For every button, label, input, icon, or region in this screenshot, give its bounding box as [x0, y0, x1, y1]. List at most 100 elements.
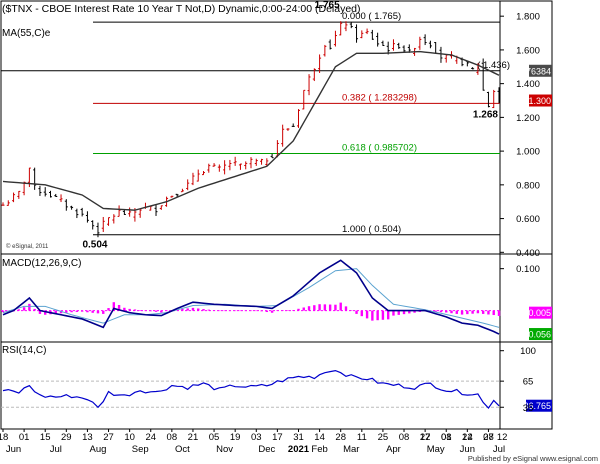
price-bar: [180, 188, 184, 193]
price-bar: [497, 87, 501, 104]
fib-level-label: 0.000 ( 1.765): [342, 11, 401, 22]
macd-hist-bar: [1, 310, 5, 313]
macd-hist-bar: [38, 310, 42, 314]
rsi-value-badge: 36.765: [523, 401, 551, 411]
ma-indicator-label: MA(55,C)e: [2, 28, 51, 39]
x-tick-label: 10: [124, 432, 135, 443]
macd-hist-bar: [186, 308, 189, 311]
price-bars: [1, 21, 501, 238]
price-bar: [75, 208, 79, 219]
price-bar: [423, 34, 427, 46]
macd-hist-bar: [392, 310, 395, 316]
macd-hist-bar: [386, 310, 390, 320]
price-bar: [370, 29, 374, 40]
macd-line: [2, 259, 500, 335]
macd-hist-bar: [218, 310, 221, 312]
x-tick-label: 08: [399, 432, 410, 443]
price-bar: [244, 161, 248, 170]
x-tick-label: 17: [272, 432, 283, 443]
price-bar: [54, 193, 58, 197]
macd-hist-bar: [75, 310, 79, 312]
macd-hist-bar: [28, 303, 31, 311]
macd-hist-bar: [33, 308, 36, 311]
macd-hist-bar: [276, 310, 279, 311]
x-month-label: Feb: [311, 444, 327, 455]
macd-histogram: [1, 302, 501, 321]
ma-line: [2, 50, 500, 211]
x-tick-label: 01: [19, 432, 30, 443]
macd-y-tick-label: 0.100: [516, 264, 540, 275]
price-y-tick-label: 1.000: [516, 147, 540, 158]
price-bar: [249, 157, 253, 169]
rsi-line: [2, 370, 500, 409]
macd-hist-bar: [492, 310, 495, 316]
price-bar: [70, 205, 74, 210]
macd-hist-bar: [154, 310, 158, 312]
macd-hist-bar: [202, 309, 205, 311]
macd-hist-bar: [270, 310, 274, 313]
macd-signal-badge: -0.005: [525, 308, 551, 318]
price-y-tick-label: 1.600: [516, 45, 540, 56]
price-bar: [228, 159, 232, 171]
macd-hist-bar: [65, 310, 68, 313]
macd-hist-bar: [133, 309, 137, 311]
macd-hist-bar: [197, 308, 200, 311]
price-bar: [6, 200, 10, 206]
price-bar: [307, 74, 311, 96]
price-bar: [217, 164, 221, 172]
macd-hist-bar: [239, 310, 242, 312]
price-bar: [112, 214, 116, 224]
x-month-label: Dec: [258, 444, 275, 455]
x-tick-label: 22: [462, 432, 473, 443]
macd-hist-bar: [365, 310, 369, 319]
macd-hist-bar: [91, 310, 94, 313]
x-tick-label: 31: [293, 432, 304, 443]
price-bar: [186, 179, 190, 191]
macd-hist-bar: [96, 310, 100, 314]
macd-hist-bar: [255, 310, 258, 312]
x-tick-label: 14: [462, 432, 473, 443]
macd-hist-bar: [86, 310, 89, 313]
rsi-y-tick-label: 65: [523, 377, 534, 388]
price-bar: [260, 158, 264, 165]
macd-hist-bar: [445, 310, 448, 313]
price-bar: [291, 123, 295, 127]
macd-hist-bar: [17, 309, 21, 311]
price-y-tick-label: 0.600: [516, 214, 540, 225]
macd-hist-bar: [117, 304, 121, 311]
last-price-badge-bg: [529, 64, 552, 77]
fib-level-label: 1.000 ( 0.504): [342, 224, 401, 235]
macd-hist-bar: [244, 310, 247, 312]
price-bar: [191, 172, 195, 186]
price-bar: [233, 156, 237, 166]
macd-hist-bar: [497, 310, 501, 316]
price-bar: [138, 209, 142, 218]
macd-hist-bar: [402, 310, 406, 315]
macd-hist-bar: [212, 310, 216, 311]
macd-hist-bar: [249, 310, 253, 312]
macd-hist-bar: [339, 302, 342, 311]
price-bar: [492, 89, 496, 109]
macd-hist-bar: [292, 310, 295, 311]
x-month-label: May: [427, 444, 445, 455]
price-bar: [202, 171, 206, 176]
macd-hist-bar: [481, 310, 485, 314]
macd-hist-bar: [381, 310, 385, 320]
price-y-tick-label: 1.400: [516, 79, 540, 90]
price-panel: 0.000 ( 1.765) 0.382 ( 1.283298) 0.618 ( 0…: [1, 0, 552, 250]
price-bar: [64, 199, 68, 211]
price-bar: [154, 204, 158, 216]
macd-hist-bar: [318, 304, 321, 311]
rsi-panel: 36.765: [1, 370, 552, 412]
macd-value-badge: -0.056: [525, 330, 551, 340]
price-bar: [91, 220, 95, 230]
macd-hist-bar: [281, 310, 284, 311]
x-month-label: Sep: [132, 444, 149, 455]
price-bar: [17, 190, 21, 199]
macd-hist-bar: [144, 310, 147, 312]
copyright-label: © eSignal, 2011: [6, 243, 49, 250]
price-y-tick-label: 0.800: [516, 180, 540, 191]
price-bar: [391, 39, 395, 51]
macd-hist-bar: [313, 305, 316, 311]
